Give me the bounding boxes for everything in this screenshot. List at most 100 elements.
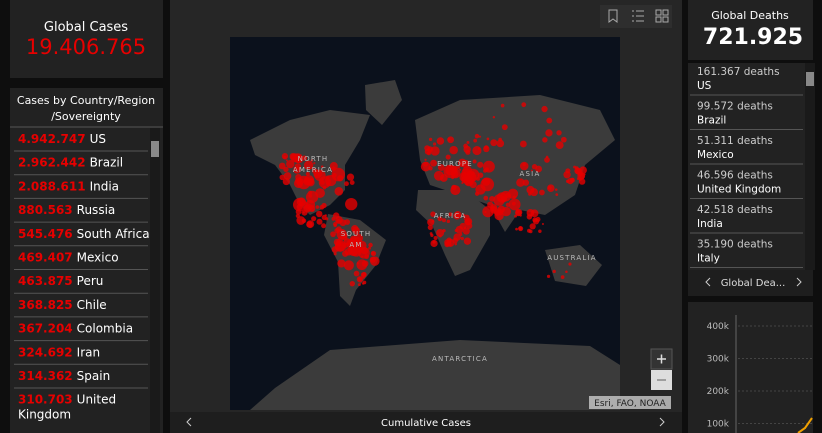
case-dot: [362, 276, 365, 279]
case-row[interactable]: 368.825 Chile: [18, 298, 107, 312]
case-dot: [542, 137, 548, 143]
case-dot: [494, 210, 504, 221]
case-dot: [470, 171, 475, 176]
case-dot: [477, 147, 481, 150]
country: US: [697, 80, 712, 92]
case-dot: [526, 214, 533, 220]
case-dot: [349, 280, 355, 287]
continent: [545, 245, 602, 286]
scroll-thumb[interactable]: [151, 141, 159, 157]
death-value: 161.367 deaths: [697, 66, 780, 78]
case-dot: [368, 246, 371, 250]
case-row[interactable]: 4.942.747 US: [18, 132, 106, 146]
next-arrow[interactable]: [796, 277, 802, 287]
case-dot: [307, 178, 314, 186]
case-dot: [430, 233, 434, 237]
case-dot: [356, 276, 364, 283]
case-dot: [320, 165, 324, 168]
map-labels: NORTH AMERICA SOUTH AM EUROPE ASIA AFRICA AUSTR…: [293, 155, 597, 363]
case-value: 310.703: [18, 393, 73, 407]
basemap-icon[interactable]: [655, 9, 669, 23]
y-tick-label: 400k: [707, 322, 730, 332]
case-dot: [498, 137, 502, 142]
case-dot: [560, 275, 565, 279]
case-dot: [313, 169, 322, 179]
bookmark-icon[interactable]: [608, 9, 618, 23]
case-row[interactable]: 469.407 Mexico: [18, 251, 119, 265]
map-footer: [170, 412, 682, 433]
case-dot: [319, 179, 325, 185]
case-dot: [321, 214, 327, 220]
scroll-thumb[interactable]: [806, 72, 814, 86]
case-dot: [331, 217, 336, 221]
case-dot: [442, 218, 447, 223]
case-value: 880.563: [18, 203, 73, 217]
case-dot: [337, 259, 346, 268]
case-dot: [519, 161, 529, 171]
case-dot: [483, 145, 490, 153]
case-dot: [528, 192, 532, 196]
case-dot: [296, 203, 303, 210]
case-row[interactable]: 880.563 Russia: [18, 203, 115, 217]
case-dot: [473, 138, 477, 143]
case-list: 4.942.747 US 2.962.442 Brazil 2.088.611 India…: [14, 132, 150, 422]
continent: [365, 80, 402, 125]
case-dot: [313, 162, 316, 165]
country: India: [697, 218, 723, 230]
case-dot: [436, 137, 445, 145]
country: India: [90, 179, 119, 193]
case-dot: [427, 146, 433, 153]
case-dot: [520, 140, 527, 148]
case-dot: [301, 155, 308, 161]
case-value: 545.476: [18, 227, 73, 241]
case-dot: [368, 242, 373, 248]
case-dot: [285, 159, 288, 162]
list-nav: [688, 270, 813, 296]
case-dot: [282, 177, 290, 186]
plus-icon: [657, 354, 666, 364]
case-row[interactable]: 310.703 United: [18, 393, 116, 407]
case-dot: [512, 195, 516, 199]
case-dot: [496, 139, 505, 148]
case-row[interactable]: 367.204 Colombia: [18, 322, 133, 336]
prev-arrow[interactable]: [705, 277, 711, 287]
case-row[interactable]: 324.692 Iran: [18, 345, 100, 359]
case-row[interactable]: 463.875 Peru: [18, 274, 103, 288]
case-dot: [544, 157, 550, 163]
case-row[interactable]: 2.088.611 India: [18, 179, 119, 193]
next-arrow[interactable]: [659, 417, 665, 427]
panel: [10, 0, 163, 78]
case-dot: [321, 202, 327, 209]
map-label: AUSTRALIA: [547, 254, 597, 262]
case-dot: [306, 221, 313, 228]
chart-axis: 400k 300k 200k 100k: [707, 315, 813, 433]
case-value: 367.204: [18, 322, 73, 336]
case-dot: [530, 169, 533, 172]
case-row[interactable]: 545.476 South Africa: [18, 227, 150, 241]
death-value: 42.518 deaths: [697, 204, 773, 216]
case-dot: [501, 124, 508, 131]
prev-arrow[interactable]: [186, 417, 192, 427]
case-dot: [370, 256, 380, 266]
map-tools: Esri, FAO, NOAA: [589, 5, 673, 409]
case-dot: [289, 153, 297, 160]
case-dot: [344, 181, 349, 187]
case-row[interactable]: 314.362 Spain: [18, 369, 110, 383]
case-dot: [338, 236, 344, 242]
scrollbar[interactable]: [150, 128, 160, 433]
case-dot: [293, 166, 301, 174]
case-dot: [568, 262, 572, 266]
y-tick-label: 300k: [707, 355, 730, 365]
case-dot: [305, 190, 319, 204]
case-dot: [546, 117, 553, 124]
case-value: 314.362: [18, 369, 73, 383]
case-dot: [448, 212, 453, 217]
case-dot: [500, 103, 505, 108]
case-dot: [452, 237, 458, 244]
case-row[interactable]: 2.962.442 Brazil: [18, 156, 123, 170]
legend-icon[interactable]: [632, 10, 644, 22]
country: Brazil: [697, 115, 726, 127]
scrollbar[interactable]: [805, 63, 815, 270]
case-dot: [311, 216, 317, 222]
case-dot: [333, 223, 337, 228]
